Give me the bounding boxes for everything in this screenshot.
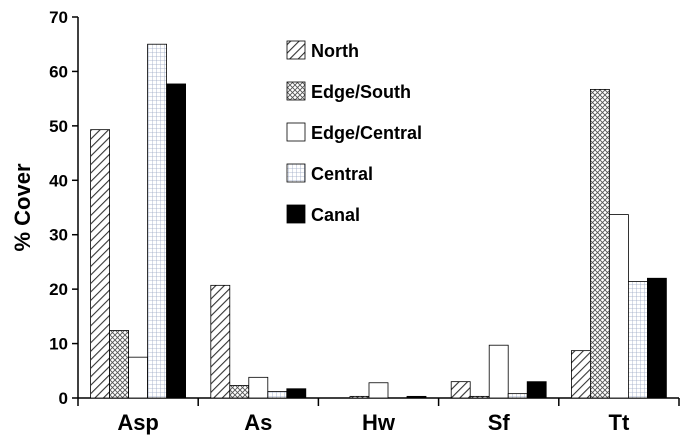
y-tick-label: 40 [49, 171, 68, 190]
bar-edge-central-sf [488, 344, 509, 399]
legend-swatch-north [286, 40, 306, 60]
bar-canal-tt [647, 277, 667, 399]
y-tick-label: 30 [49, 226, 68, 245]
legend-label-north: North [311, 41, 359, 61]
y-axis-title: % Cover [10, 163, 35, 251]
bar-canal-as [286, 388, 307, 399]
bar-central-as [267, 391, 288, 399]
y-tick-label: 10 [49, 335, 68, 354]
legend-swatch-canal [286, 204, 306, 224]
bar-north-tt [571, 350, 591, 399]
legend-label-canal: Canal [311, 205, 360, 225]
legend-label-central: Central [311, 164, 373, 184]
bar-north-as [210, 284, 231, 399]
bar-central-asp [147, 43, 168, 399]
x-category-label-as: As [244, 410, 272, 435]
x-axis-ticks: Asp As Hw Sf Tt [77, 398, 680, 435]
legend-label-edge-south: Edge/South [311, 82, 411, 102]
bars [90, 43, 667, 399]
bar-north-sf [450, 381, 471, 399]
bar-north-asp [90, 129, 110, 399]
bar-edge-south-asp [109, 330, 129, 399]
bar-edge-south-hw [349, 395, 370, 399]
legend-swatch-central [286, 163, 306, 183]
bar-edge-central-asp [128, 356, 149, 399]
bar-edge-south-as [229, 385, 250, 399]
legend-swatch-edge-south [286, 81, 306, 101]
x-category-label-hw: Hw [362, 410, 396, 435]
x-category-label-tt: Tt [609, 410, 630, 435]
legend-label-edge-central: Edge/Central [311, 123, 422, 143]
y-axis-ticks: 0 10 20 30 40 50 60 70 [49, 8, 78, 408]
bar-canal-hw [406, 395, 427, 399]
x-category-label-sf: Sf [488, 410, 511, 435]
bar-canal-asp [166, 83, 187, 399]
bar-central-tt [628, 281, 648, 399]
bar-edge-south-sf [469, 395, 490, 399]
bar-canal-sf [526, 381, 547, 399]
bar-central-sf [507, 393, 528, 399]
bar-edge-central-tt [609, 214, 629, 399]
y-tick-label: 0 [59, 389, 68, 408]
bar-edge-central-hw [368, 382, 389, 399]
y-tick-label: 20 [49, 280, 68, 299]
bar-edge-central-as [248, 376, 269, 399]
legend: North Edge/South Edge/Central Central Canal [286, 40, 422, 225]
y-tick-label: 50 [49, 117, 68, 136]
legend-swatch-edge-central [286, 122, 306, 142]
y-tick-label: 60 [49, 62, 68, 81]
y-tick-label: 70 [49, 8, 68, 27]
x-category-label-asp: Asp [117, 410, 159, 435]
bar-edge-south-tt [590, 88, 610, 399]
